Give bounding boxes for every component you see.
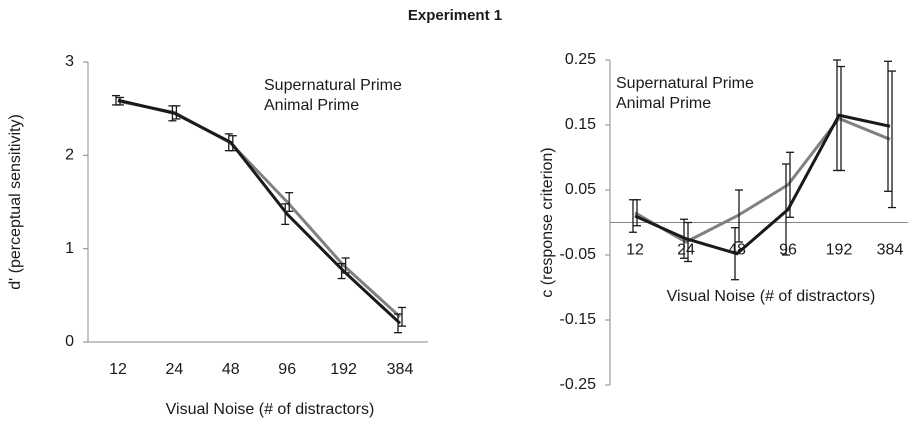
- error-bar: [680, 218, 688, 259]
- x-tick-label: 48: [222, 361, 240, 378]
- error-bar: [884, 60, 892, 192]
- y-tick-label: 1: [65, 240, 74, 257]
- y-tick-label: -0.05: [560, 246, 597, 263]
- x-tick-label: 96: [278, 361, 296, 378]
- x-tick-label: 24: [166, 361, 184, 378]
- y-tick-label: 2: [65, 147, 74, 164]
- series-line: [634, 113, 891, 256]
- error-bar: [786, 151, 794, 218]
- legend-entry: Animal Prime: [264, 97, 359, 114]
- error-bar: [629, 199, 637, 233]
- series-line: [117, 98, 402, 325]
- legend-entry: Supernatural Prime: [616, 75, 754, 92]
- legend-entry: Supernatural Prime: [264, 77, 402, 94]
- error-bar: [398, 306, 406, 327]
- x-tick-label: 192: [826, 242, 853, 259]
- figure-title: Experiment 1: [408, 7, 502, 24]
- x-tick-label: 384: [877, 242, 904, 259]
- error-bar: [684, 221, 692, 263]
- error-bar: [337, 262, 346, 280]
- x-axis-label: Visual Noise (# of distractors): [166, 401, 375, 418]
- error-bar: [731, 227, 739, 281]
- y-tick-label: 3: [65, 53, 74, 70]
- x-tick-label: 12: [109, 361, 127, 378]
- error-bar: [888, 70, 896, 209]
- y-tick-label: -0.15: [560, 311, 597, 328]
- error-bar: [833, 59, 841, 172]
- y-tick-label: 0.05: [565, 181, 596, 198]
- y-axis-label: c (response criterion): [539, 147, 556, 297]
- x-tick-label: 96: [779, 242, 797, 259]
- y-tick-label: 0.25: [565, 51, 596, 68]
- x-tick-label: 384: [387, 361, 414, 378]
- y-axis-label: d' (perceptual sensitivity): [7, 114, 24, 290]
- x-tick-label: 24: [677, 242, 695, 259]
- y-tick-label: 0.15: [565, 116, 596, 133]
- error-bar: [285, 192, 294, 212]
- error-bar: [633, 199, 641, 227]
- x-axis-label: Visual Noise (# of distractors): [667, 288, 876, 305]
- error-bar: [782, 163, 790, 256]
- x-tick-label: 48: [728, 242, 746, 259]
- y-tick-label: 0: [65, 333, 74, 350]
- error-bar: [341, 257, 350, 274]
- y-tick-label: -0.25: [560, 376, 597, 393]
- series-line: [634, 116, 891, 244]
- x-tick-label: 12: [626, 242, 644, 259]
- error-bar: [281, 203, 290, 226]
- legend-entry: Animal Prime: [616, 95, 711, 112]
- error-bar: [735, 189, 743, 243]
- error-bar: [112, 94, 120, 106]
- x-tick-label: 192: [330, 361, 357, 378]
- error-bar: [224, 133, 233, 152]
- error-bar: [168, 105, 177, 122]
- error-bar: [394, 313, 402, 334]
